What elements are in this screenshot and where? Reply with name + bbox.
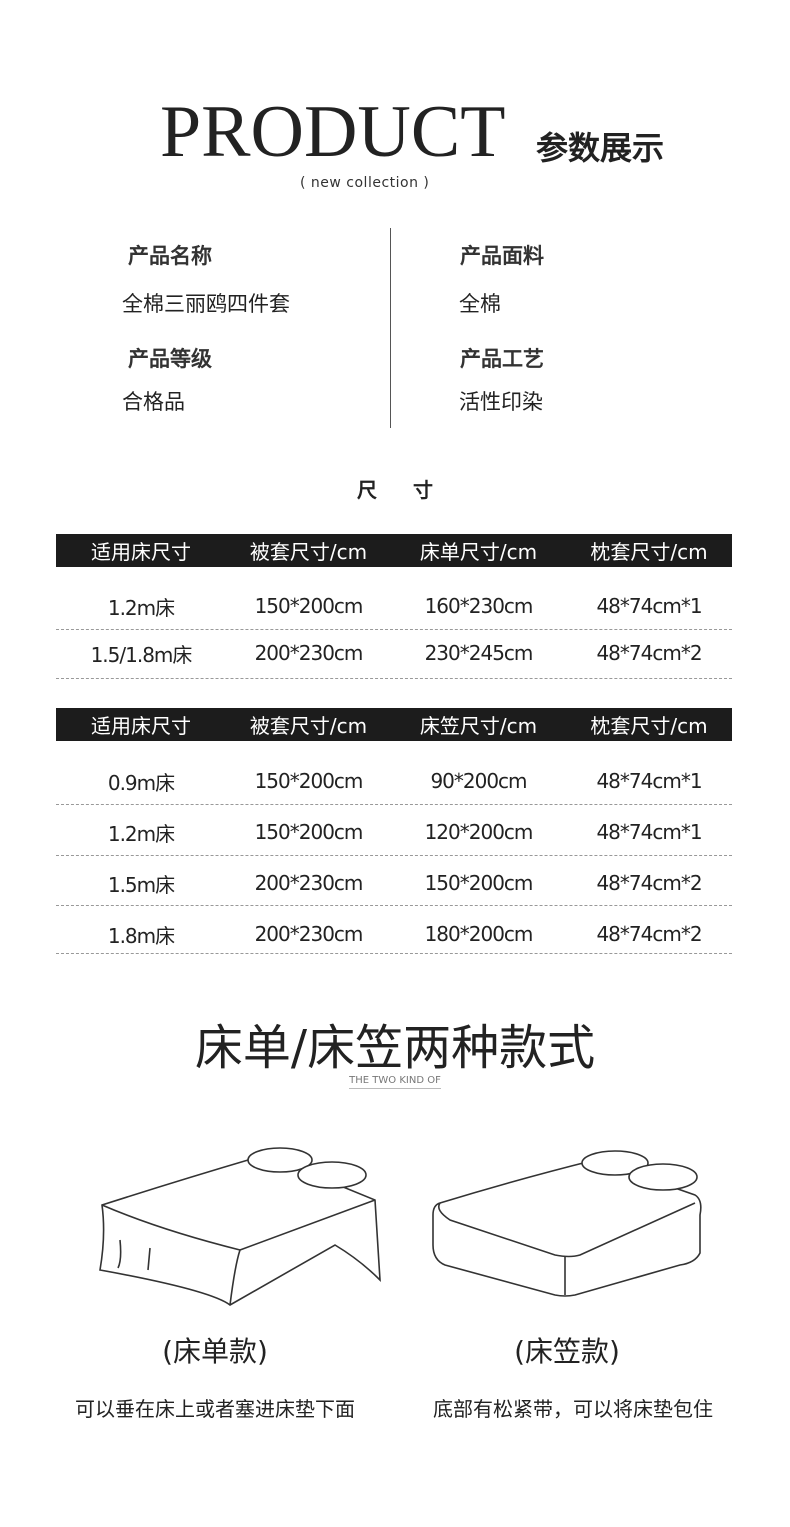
style-desc: 底部有松紧带，可以将床垫包住 [433,1397,713,1421]
table-cell: 200*230cm [254,641,364,665]
row-divider [56,953,732,954]
table-cell: 180*200cm [424,922,534,946]
table-cell: 150*200cm [254,820,364,844]
table-cell: 1.5/1.8m床 [90,642,193,667]
fitted-sheet-illustration [432,1150,702,1297]
row-divider [56,855,732,856]
table-cell: 150*200cm [254,769,364,793]
style-caption: (床单款) [162,1335,268,1368]
styles-subtitle-text: THE TWO KIND OF [349,1075,441,1089]
subtitle: ( new collection ) [300,175,430,191]
table-cell: 150*200cm [424,871,534,895]
table-cell: 1.5m床 [107,872,175,897]
table-cell: 48*74cm*2 [596,922,702,946]
row-divider [56,905,732,906]
table-cell: 120*200cm [424,820,534,844]
th: 枕套尺寸/cm [590,714,708,738]
th: 床笠尺寸/cm [419,714,538,738]
table-cell: 200*230cm [254,871,364,895]
table-row: 1.8m床 200*230cm 180*200cm 48*74cm*2 [56,914,732,954]
spec-value: 全棉 [459,292,501,316]
style-desc: 可以垂在床上或者塞进床垫下面 [75,1397,355,1421]
table-cell: 1.8m床 [107,923,175,948]
styles-title: 床单/床笠两种款式 [194,1020,596,1076]
table-cell: 0.9m床 [107,770,175,795]
spec-value: 活性印染 [459,390,543,414]
size-title: 尺寸 [357,478,469,502]
row-divider [56,678,732,679]
table-cell: 48*74cm*2 [596,871,702,895]
spec-label: 产品等级 [128,347,212,371]
divider [390,228,391,428]
spec-value: 合格品 [122,390,185,414]
styles-subtitle: THE TWO KIND OF [0,1075,790,1089]
table2-header: 适用床尺寸 被套尺寸/cm 床笠尺寸/cm 枕套尺寸/cm [56,708,732,741]
row-divider [56,804,732,805]
title-cn: 参数展示 [536,129,665,167]
table-cell: 48*74cm*1 [596,769,702,793]
table-cell: 150*200cm [254,594,364,618]
table-row: 1.5m床 200*230cm 150*200cm 48*74cm*2 [56,863,732,903]
table-cell: 1.2m床 [107,595,175,620]
table-cell: 160*230cm [424,594,534,618]
table1-header: 适用床尺寸 被套尺寸/cm 床单尺寸/cm 枕套尺寸/cm [56,534,732,567]
th: 被套尺寸/cm [249,540,368,564]
th: 床单尺寸/cm [419,540,538,564]
style-caption: (床笠款) [514,1335,620,1368]
table-cell: 200*230cm [254,922,364,946]
flat-sheet-illustration [99,1147,381,1306]
table-cell: 90*200cm [430,769,527,793]
table-row: 1.2m床 150*200cm 160*230cm 48*74cm*1 [56,586,732,626]
row-divider [56,629,732,630]
th: 被套尺寸/cm [249,714,368,738]
spec-label: 产品工艺 [460,347,544,371]
table-cell: 48*74cm*2 [596,641,702,665]
table-cell: 1.2m床 [107,821,175,846]
table-row: 1.5/1.8m床 200*230cm 230*245cm 48*74cm*2 [56,633,732,673]
spec-label: 产品名称 [128,244,212,268]
th: 枕套尺寸/cm [590,540,708,564]
title-en: PRODUCT [160,91,506,173]
th: 适用床尺寸 [91,714,191,738]
spec-value: 全棉三丽鸥四件套 [122,292,290,316]
table-cell: 48*74cm*1 [596,820,702,844]
spec-label: 产品面料 [460,244,544,268]
th: 适用床尺寸 [91,540,191,564]
table-row: 0.9m床 150*200cm 90*200cm 48*74cm*1 [56,761,732,801]
table-row: 1.2m床 150*200cm 120*200cm 48*74cm*1 [56,812,732,852]
table-cell: 48*74cm*1 [596,594,702,618]
table-cell: 230*245cm [424,641,534,665]
